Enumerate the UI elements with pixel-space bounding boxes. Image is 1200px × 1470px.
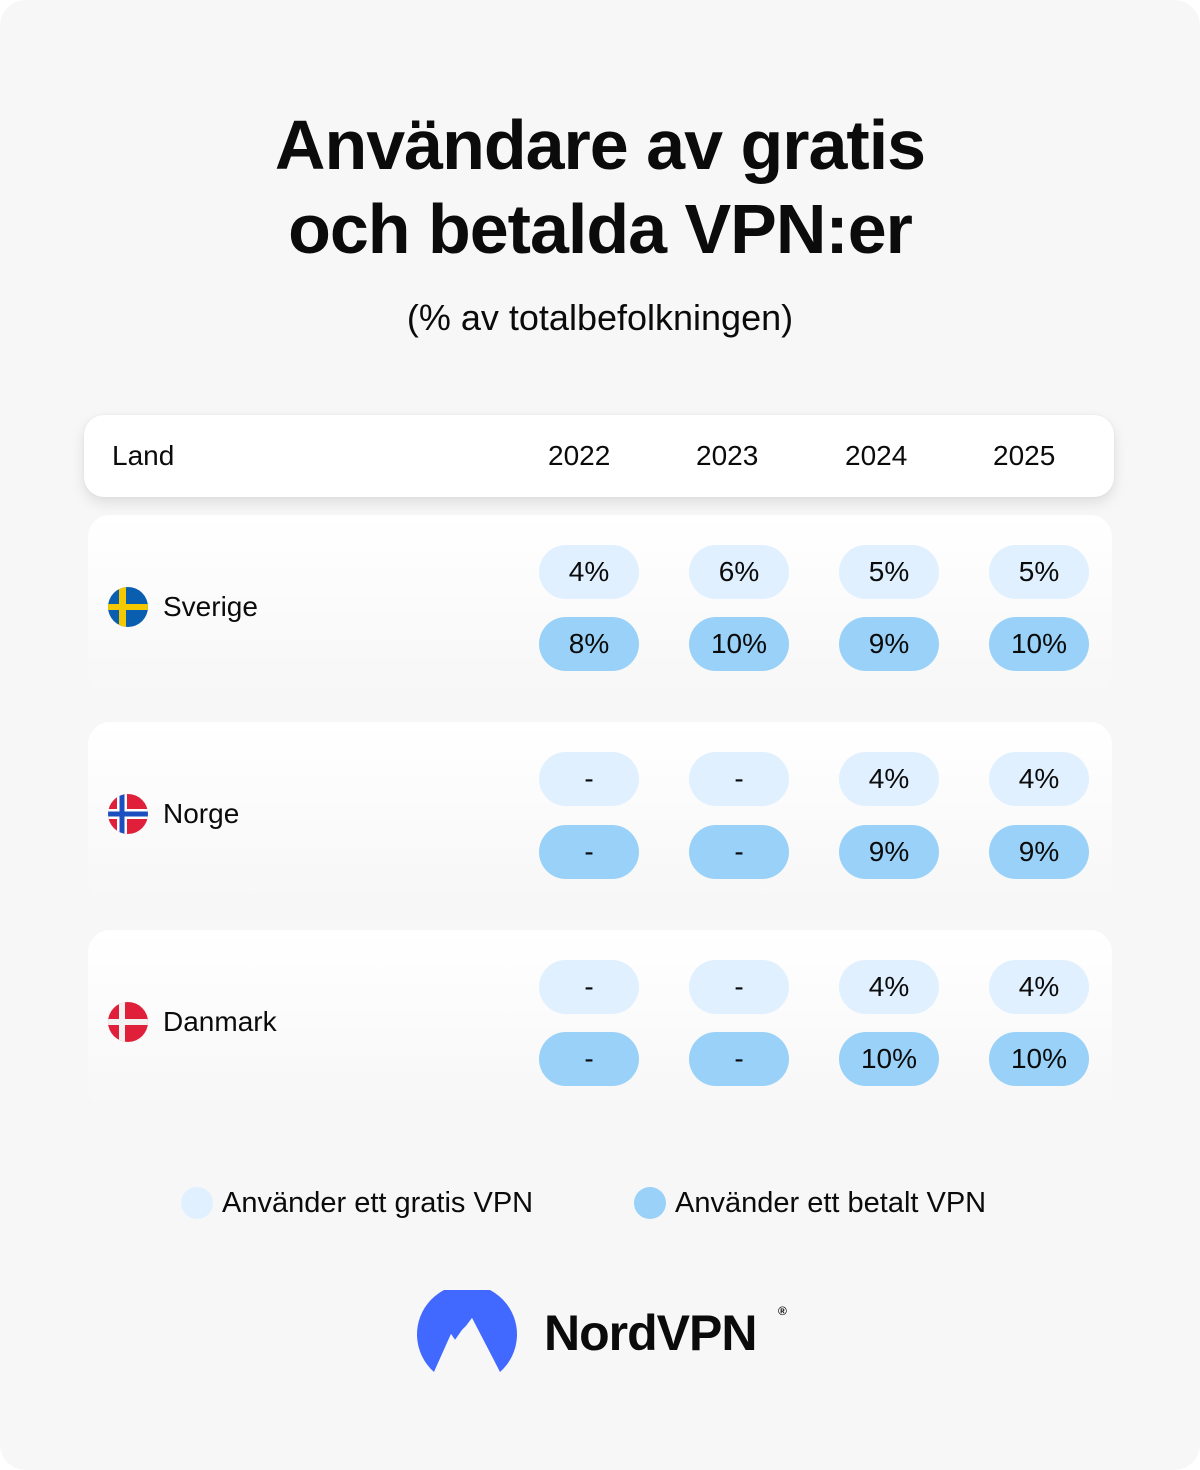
paid-vpn-value: -: [539, 825, 639, 879]
title-line-2: och betalda VPN:er: [288, 190, 913, 268]
column-header-year: 2022: [548, 440, 611, 471]
free-vpn-value: -: [539, 752, 639, 806]
legend-label: Använder ett gratis VPN: [222, 1186, 534, 1219]
table-row: Danmark - - 4% 4% - - 10% 10%: [88, 930, 1112, 1110]
paid-vpn-value: 10%: [989, 1032, 1089, 1086]
legend-label: Använder ett betalt VPN: [675, 1186, 987, 1219]
paid-vpn-value: -: [539, 1032, 639, 1086]
subtitle: (% av totalbefolkningen): [406, 297, 794, 338]
nordvpn-mountain-icon: [417, 1290, 517, 1372]
nordvpn-logo: NordVPN ®: [414, 1290, 794, 1380]
paid-vpn-value: 10%: [689, 617, 789, 671]
paid-vpn-value: 9%: [989, 825, 1089, 879]
country-name: Sverige: [163, 591, 258, 622]
free-vpn-value: 4%: [839, 752, 939, 806]
brand-name: NordVPN: [544, 1305, 757, 1361]
country-cell: Norge: [108, 794, 239, 834]
country-name: Danmark: [163, 1006, 277, 1037]
paid-vpn-value: 9%: [839, 825, 939, 879]
column-header-year: 2025: [993, 440, 1056, 471]
legend-swatch-paid: [634, 1187, 666, 1219]
paid-vpn-value: 9%: [839, 617, 939, 671]
denmark-flag-icon: [108, 1002, 148, 1042]
legend-swatch-free: [181, 1187, 213, 1219]
legend: Använder ett gratis VPN Använder ett bet…: [0, 1183, 1200, 1223]
free-vpn-value: -: [689, 960, 789, 1014]
legend-item-free: Använder ett gratis VPN: [181, 1183, 533, 1223]
country-name: Norge: [163, 798, 240, 829]
column-header-year: 2024: [845, 440, 908, 471]
free-vpn-value: 4%: [989, 960, 1089, 1014]
free-vpn-value: 4%: [539, 545, 639, 599]
free-vpn-value: -: [689, 752, 789, 806]
paid-vpn-value: 10%: [989, 617, 1089, 671]
paid-vpn-value: 8%: [539, 617, 639, 671]
page-title: Användare av gratis och betalda VPN:er: [0, 103, 1200, 271]
paid-vpn-value: 10%: [839, 1032, 939, 1086]
free-vpn-value: 6%: [689, 545, 789, 599]
registered-mark: ®: [778, 1304, 787, 1318]
free-vpn-value: 5%: [989, 545, 1089, 599]
sweden-flag-icon: [108, 587, 148, 627]
table-row: Sverige 4% 6% 5% 5% 8% 10% 9% 10%: [88, 515, 1112, 695]
table-header: Land 2022 2023 2024 2025: [84, 415, 1114, 497]
column-header-country: Land: [112, 440, 175, 471]
free-vpn-value: 5%: [839, 545, 939, 599]
country-cell: Danmark: [108, 1002, 277, 1042]
paid-vpn-value: -: [689, 1032, 789, 1086]
free-vpn-value: 4%: [989, 752, 1089, 806]
paid-vpn-value: -: [689, 825, 789, 879]
country-cell: Sverige: [108, 587, 258, 627]
title-line-1: Användare av gratis: [274, 106, 926, 184]
norway-flag-icon: [108, 794, 148, 834]
legend-item-paid: Använder ett betalt VPN: [634, 1183, 986, 1223]
free-vpn-value: 4%: [839, 960, 939, 1014]
free-vpn-value: -: [539, 960, 639, 1014]
table-row: Norge - - 4% 4% - - 9% 9%: [88, 722, 1112, 902]
column-header-year: 2023: [696, 440, 759, 471]
